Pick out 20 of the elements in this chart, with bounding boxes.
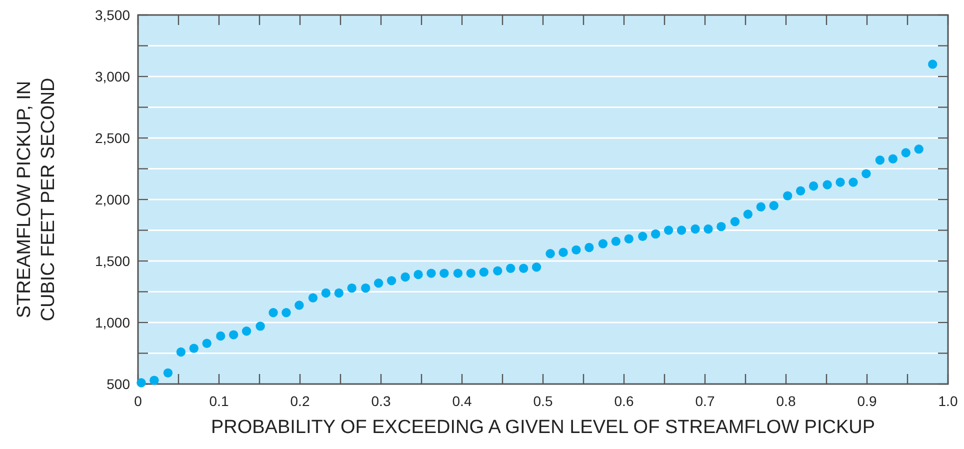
x-tick-label: 0.2 <box>290 393 310 409</box>
x-tick-label: 0.3 <box>371 393 391 409</box>
x-tick-label: 1.0 <box>938 393 958 409</box>
x-tick-label: 0.5 <box>533 393 553 409</box>
x-tick-label: 0 <box>134 393 142 409</box>
x-tick-label: 0.4 <box>452 393 472 409</box>
y-axis-title: STREAMFLOW PICKUP, IN CUBIC FEET PER SECOND <box>14 78 59 322</box>
y-tick-label: 3,500 <box>94 6 130 23</box>
x-tick-label: 0.1 <box>209 393 229 409</box>
y-tick-label: 2,000 <box>94 191 130 208</box>
y-tick-label: 3,000 <box>94 68 130 84</box>
x-tick-label: 0.9 <box>857 393 877 409</box>
x-tick-label: 0.7 <box>695 393 715 409</box>
y-tick-label: 500 <box>106 376 130 392</box>
y-tick-label: 1,500 <box>94 252 130 269</box>
y-tick-label: 1,000 <box>94 314 130 330</box>
y-tick-label: 2,500 <box>94 130 130 146</box>
x-tick-label: 0.8 <box>776 393 796 409</box>
x-axis-title: PROBABILITY OF EXCEEDING A GIVEN LEVEL OF STREAMFLOW PICKUP <box>210 417 876 438</box>
x-tick-label: 0.6 <box>614 393 634 409</box>
